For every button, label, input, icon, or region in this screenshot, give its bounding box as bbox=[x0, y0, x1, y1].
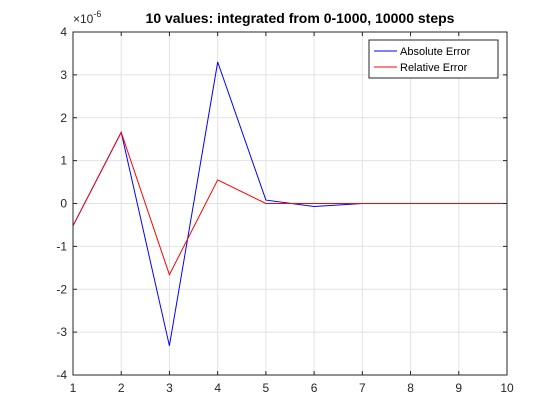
y-tick-label: -2 bbox=[56, 282, 67, 296]
x-tick-label: 2 bbox=[118, 381, 125, 395]
chart-title: 10 values: integrated from 0-1000, 10000… bbox=[146, 10, 455, 26]
y-tick-label: -1 bbox=[56, 239, 67, 253]
legend-label: Absolute Error bbox=[400, 46, 471, 58]
y-tick-label: 4 bbox=[60, 25, 67, 39]
y-multiplier-base: ×10 bbox=[73, 12, 94, 26]
y-tick-label: -3 bbox=[56, 325, 67, 339]
y-tick-label: -4 bbox=[56, 368, 67, 382]
x-tick-label: 6 bbox=[311, 381, 318, 395]
y-tick-label: 0 bbox=[60, 197, 67, 211]
x-tick-label: 7 bbox=[359, 381, 366, 395]
series-line-relative-error bbox=[72, 131, 507, 276]
x-tick-label: 9 bbox=[455, 381, 462, 395]
y-multiplier-exponent: -6 bbox=[93, 9, 101, 19]
x-tick-label: 1 bbox=[70, 381, 77, 395]
y-tick-label: 3 bbox=[60, 68, 67, 82]
x-tick-label: 4 bbox=[214, 381, 221, 395]
y-axis: -4 -3 -2 -1 0 1 2 3 4 bbox=[56, 25, 507, 382]
legend-label: Relative Error bbox=[400, 62, 468, 74]
legend-box bbox=[368, 39, 499, 79]
y-tick-label: 2 bbox=[60, 111, 67, 125]
x-tick-label: 10 bbox=[500, 381, 514, 395]
x-tick-label: 8 bbox=[407, 381, 414, 395]
y-multiplier: ×10-6 bbox=[73, 9, 101, 26]
x-tick-label: 3 bbox=[166, 381, 173, 395]
series-layer bbox=[72, 61, 507, 346]
y-tick-label: 1 bbox=[60, 154, 67, 168]
x-axis: 1 2 3 4 5 6 7 8 9 10 bbox=[70, 32, 514, 395]
x-tick-label: 5 bbox=[263, 381, 270, 395]
legend: Absolute Error Relative Error bbox=[368, 39, 499, 79]
